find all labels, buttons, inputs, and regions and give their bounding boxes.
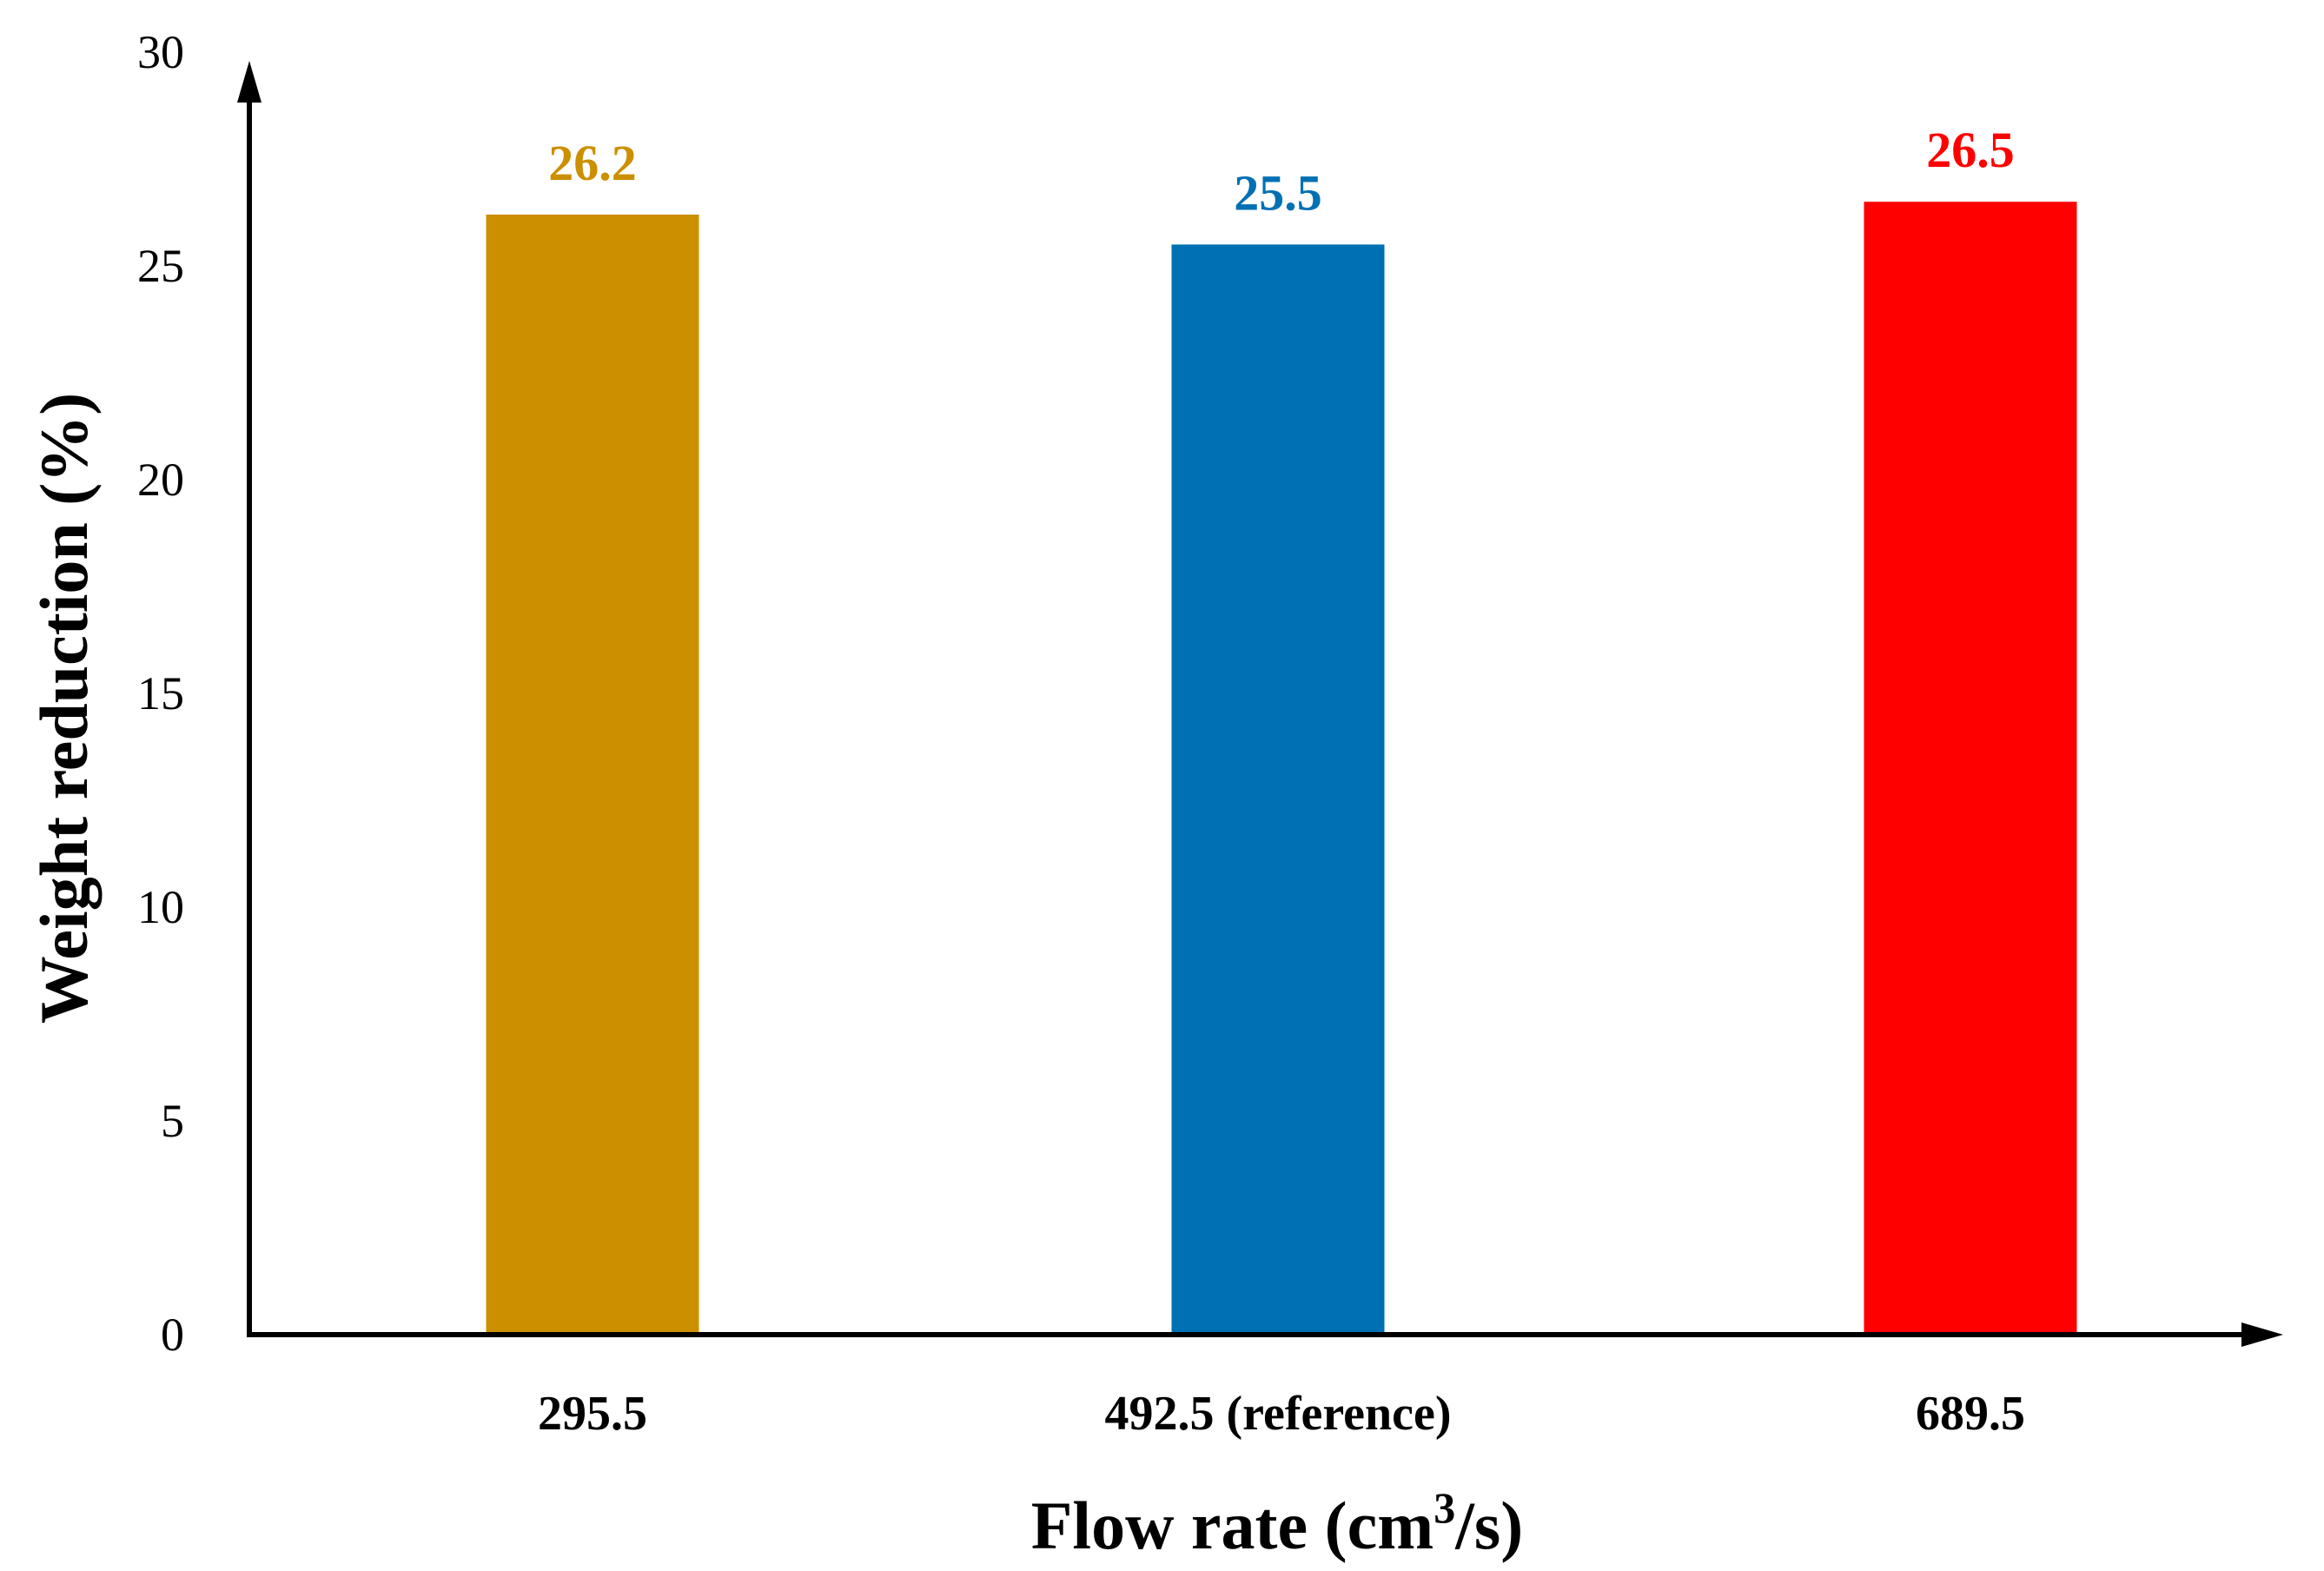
y-tick-labels: 0 5 10 15 20 25 30 [137, 26, 184, 1361]
x-axis-arrowhead [2241, 1322, 2283, 1347]
y-tick-label-20: 20 [137, 454, 184, 506]
bars-layer [486, 202, 2077, 1336]
bar-2 [1171, 244, 1385, 1335]
axes-layer [237, 61, 2283, 1347]
x-tick-labels: 295.5 492.5 (reference) 689.5 [538, 1387, 2025, 1441]
x-axis-title: Flow rate (cm3/s) [1031, 1483, 1523, 1563]
y-tick-label-5: 5 [161, 1095, 184, 1147]
y-axis-title: Weight reduction (%) [26, 393, 102, 1024]
x-axis-title-main: Flow rate (cm [1031, 1488, 1433, 1563]
y-tick-label-0: 0 [161, 1309, 184, 1361]
data-labels-layer: 26.2 25.5 26.5 [548, 122, 2015, 221]
bar-3 [1864, 202, 2077, 1336]
x-axis-title-superscript: 3 [1433, 1483, 1455, 1532]
data-label-1: 26.2 [548, 135, 637, 191]
x-tick-label-1: 295.5 [538, 1387, 647, 1441]
data-label-2: 25.5 [1234, 164, 1322, 221]
y-tick-label-25: 25 [137, 240, 184, 292]
y-axis-arrowhead [237, 61, 262, 103]
data-label-3: 26.5 [1926, 122, 2015, 178]
x-tick-label-2: 492.5 (reference) [1104, 1387, 1451, 1441]
y-tick-label-10: 10 [137, 881, 184, 933]
x-axis-title-end: /s) [1454, 1488, 1523, 1563]
y-tick-label-30: 30 [137, 26, 184, 78]
y-tick-label-15: 15 [137, 667, 184, 719]
bar-1 [486, 214, 699, 1336]
x-tick-label-3: 689.5 [1916, 1387, 2025, 1441]
